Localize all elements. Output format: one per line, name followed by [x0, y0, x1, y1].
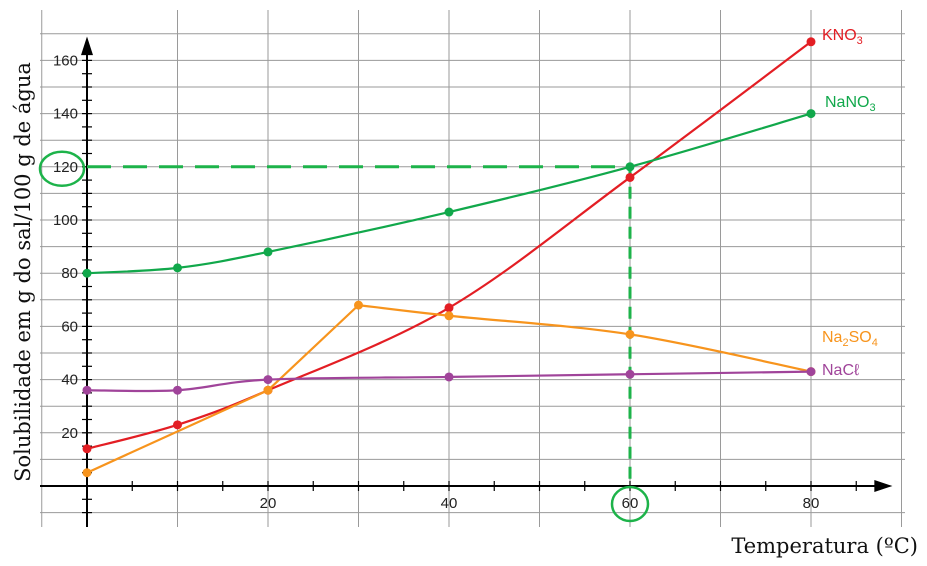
data-point	[82, 268, 92, 278]
dashed-guide	[38, 150, 650, 523]
data-point	[444, 207, 454, 217]
series-0: KNO3	[82, 27, 863, 454]
highlight-circle-x	[610, 485, 650, 523]
data-point	[625, 162, 635, 172]
x-axis-title: Temperatura (ºC)	[731, 534, 918, 558]
data-point	[173, 263, 182, 273]
series-line	[86, 303, 812, 474]
highlight-circle-y	[38, 150, 86, 188]
y-tick-label: 160	[53, 52, 78, 69]
series-3: NaCℓ	[82, 362, 859, 395]
axes: 20 40 60 80 20 40 60 80 100 120 140 160	[40, 36, 893, 527]
data-point	[263, 247, 273, 257]
series-2: Na2SO4	[82, 300, 878, 478]
series-1: NaNO3	[82, 94, 876, 278]
data-point	[806, 367, 816, 377]
data-point	[444, 372, 454, 382]
x-tick-label: 80	[803, 495, 820, 512]
data-point	[806, 109, 816, 119]
grid	[40, 10, 905, 527]
y-tick-label: 20	[61, 425, 78, 442]
data-point	[806, 37, 816, 47]
series-label: KNO3	[822, 27, 863, 47]
x-tick-label: 60	[622, 495, 639, 512]
y-tick-label: 60	[61, 318, 78, 335]
data-point	[444, 303, 454, 313]
data-point	[263, 375, 273, 385]
x-tick-label: 40	[441, 495, 458, 512]
data-point	[263, 385, 273, 395]
data-point	[354, 300, 363, 310]
y-tick-label: 40	[61, 372, 78, 389]
x-tick-label: 20	[260, 495, 277, 512]
y-tick-label: 140	[53, 106, 78, 123]
data-point	[625, 172, 635, 182]
data-point	[625, 329, 635, 339]
data-point	[82, 444, 92, 454]
y-tick-label: 80	[61, 265, 78, 282]
y-tick-label: 120	[53, 159, 78, 176]
data-point	[444, 311, 454, 321]
data-point	[82, 385, 92, 395]
y-axis-arrow	[81, 36, 93, 56]
data-point	[82, 468, 92, 478]
y-axis-title: Solubilidade em g do sal/100 g de água	[11, 62, 35, 482]
series-label: Na2SO4	[822, 329, 878, 349]
data-point	[173, 420, 182, 430]
y-tick-label: 100	[53, 212, 78, 229]
series-label: NaNO3	[825, 94, 876, 114]
data-point	[625, 369, 635, 379]
x-axis-arrow	[874, 480, 893, 492]
series-label: NaCℓ	[822, 362, 859, 379]
data-point	[173, 385, 182, 395]
